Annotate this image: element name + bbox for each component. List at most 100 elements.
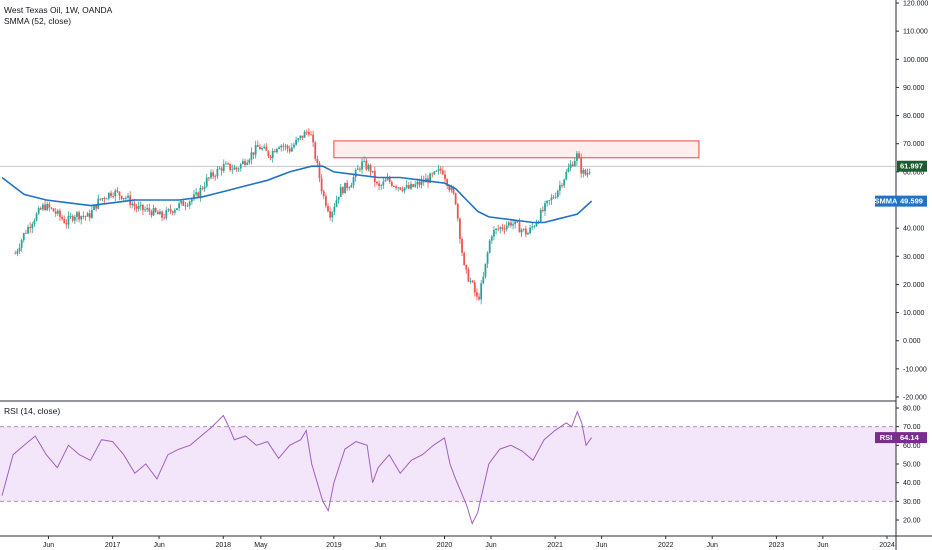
candle-body [335, 199, 338, 207]
candle-body [497, 228, 500, 230]
time-tick-label: Jun [707, 542, 718, 549]
candle-body [110, 192, 112, 197]
candle-body [341, 187, 344, 194]
candle-body [82, 215, 85, 217]
candle-body [148, 208, 151, 212]
candle-body [329, 211, 332, 218]
candle-body [220, 168, 223, 171]
candle-body [558, 185, 561, 191]
time-tick-label: 2020 [437, 542, 453, 549]
candle-body [371, 170, 374, 172]
candle-body [71, 216, 74, 221]
candle-body [154, 207, 157, 212]
candle-body [63, 219, 66, 224]
candle-body [84, 216, 87, 218]
candle-body [284, 145, 287, 147]
candle-body [61, 216, 63, 220]
candle-body [176, 208, 178, 210]
price-tick-label: 30.000 [903, 254, 925, 261]
symbol-title[interactable]: West Texas Oil, 1W, OANDA [4, 5, 113, 15]
candle-body [184, 205, 187, 207]
candle-body [548, 200, 551, 202]
smma-legend[interactable]: SMMA (52, close) [4, 16, 71, 26]
rsi-line [1, 410, 593, 526]
price-tick-label: -10.000 [903, 366, 927, 373]
time-axis[interactable]: Jun 2017 Jun 2018 May 2019 Jun 2020 Jun 2021 Jun 20… [43, 536, 895, 549]
candle-body [546, 200, 549, 204]
candle-body [222, 164, 225, 171]
candle-body [188, 201, 191, 206]
candle-body [586, 173, 589, 175]
resistance-zone[interactable] [333, 140, 700, 159]
candle-body [267, 150, 270, 157]
candle-body [505, 225, 508, 230]
candle-body [233, 167, 236, 170]
candle-body [495, 228, 497, 230]
candle-body [352, 177, 355, 186]
candle-body [180, 200, 183, 204]
candle-body [531, 226, 534, 228]
candle-body [333, 206, 336, 213]
price-tick-label: 80.000 [903, 113, 925, 120]
price-tick-label: 0.000 [903, 338, 921, 345]
candle-body [125, 197, 127, 199]
candle-body [167, 209, 170, 211]
candle-body [137, 206, 140, 209]
candle-body [295, 139, 297, 145]
candle-body [69, 216, 72, 217]
candle-body [484, 263, 487, 277]
candle-body [350, 185, 353, 188]
candle-body [346, 182, 349, 189]
candle-body [250, 152, 253, 160]
candle-body [376, 181, 378, 184]
candle-body [46, 203, 49, 210]
candle-body [461, 238, 463, 253]
candle-body [203, 186, 206, 189]
time-tick-label: 2021 [547, 542, 563, 549]
candle-body [29, 227, 32, 229]
candle-body [120, 195, 123, 200]
candle-body [246, 162, 249, 165]
candle-body [90, 209, 93, 218]
candle-body [199, 187, 202, 197]
candle-body [465, 264, 468, 270]
candle-body [567, 168, 570, 172]
candle-body [469, 280, 472, 282]
candle-body [59, 210, 61, 217]
candle-body [231, 169, 234, 171]
candle-body [195, 192, 198, 195]
candle-body [182, 200, 185, 206]
candle-body [490, 236, 493, 241]
candle-body [318, 163, 321, 179]
candle-body [507, 222, 510, 226]
candle-body [569, 164, 572, 169]
time-tick-label: 2022 [658, 542, 674, 549]
candle-body [301, 135, 304, 138]
candle-body [256, 145, 259, 147]
candle-body [395, 186, 397, 188]
candle-body [463, 252, 466, 265]
candle-body [190, 199, 193, 202]
rsi-tag-prefix-label: RSI [880, 433, 893, 442]
candle-body [399, 187, 402, 190]
candle-body [359, 168, 361, 170]
smma-tag-bg [897, 195, 927, 207]
candle-body [244, 161, 246, 165]
rsi-legend[interactable]: RSI (14, close) [4, 406, 60, 416]
rsi-tick-label: 60.00 [903, 443, 921, 450]
time-tick-label: Jun [596, 542, 607, 549]
candle-body [293, 144, 295, 148]
time-tick-label: Jun [485, 542, 496, 549]
candle-body [197, 192, 200, 197]
candle-body [27, 227, 29, 234]
candle-body [480, 283, 483, 300]
candle-body [554, 196, 557, 198]
candle-body [216, 169, 219, 177]
candle-body [533, 226, 536, 227]
price-tick-label: 60.000 [903, 169, 925, 176]
rsi-axis[interactable]: 80.00 70.00 60.00 50.00 40.00 30.00 20.00 [896, 406, 921, 525]
candle-body [471, 280, 474, 283]
candle-body [99, 198, 102, 200]
candle-body [80, 215, 83, 220]
